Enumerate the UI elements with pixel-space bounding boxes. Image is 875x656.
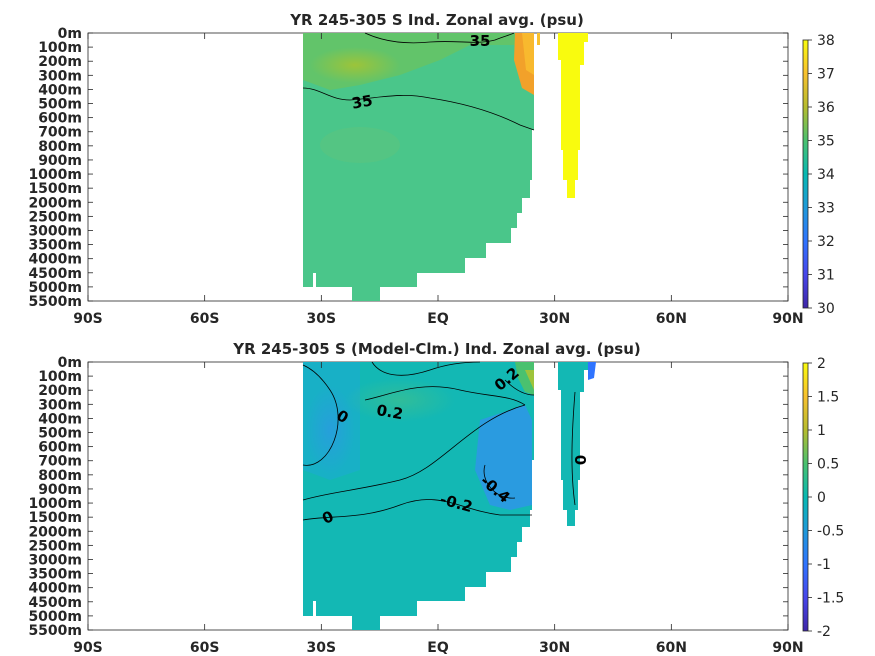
y-tick-label: 500m — [38, 97, 82, 113]
y-tick-label: 1500m — [28, 181, 82, 197]
colorbar-tick-label: -2 — [817, 624, 831, 640]
colorbar-tick-label: 30 — [817, 301, 835, 317]
y-tick-label: 4500m — [28, 266, 82, 282]
y-tick-label: 100m — [38, 40, 82, 56]
y-tick-label: 800m — [38, 139, 82, 155]
x-axis: 90S 60S 30S EQ 30N 60N 90N — [73, 362, 804, 656]
y-tick-label: 900m — [38, 153, 82, 169]
colorbar-tick-label: 38 — [817, 33, 835, 49]
contour-label: 0 — [571, 455, 589, 465]
y-tick-label: 4000m — [28, 581, 82, 597]
colorbar-tick-label: 2 — [817, 356, 826, 372]
x-tick-label: EQ — [427, 311, 449, 327]
colorbar-tick-label: 37 — [817, 67, 835, 83]
x-tick-label: 30S — [307, 311, 337, 327]
y-tick-label: 400m — [38, 411, 82, 427]
y-tick-label: 5000m — [28, 609, 82, 625]
y-tick-label: 1500m — [28, 510, 82, 526]
colorbar-tick-label: -1.5 — [817, 591, 844, 607]
y-tick-label: 600m — [38, 111, 82, 127]
y-tick-label: 2500m — [28, 209, 82, 225]
y-tick-label: 0m — [58, 355, 82, 371]
colorbar-ticks: 30 31 32 33 34 35 36 37 38 — [808, 33, 835, 317]
chart-title: YR 245-305 S Ind. Zonal avg. (psu) — [289, 11, 584, 29]
y-tick-label: 4500m — [28, 595, 82, 611]
salinity-field: 35 35 — [302, 32, 588, 301]
y-tick-label: 2000m — [28, 195, 82, 211]
x-axis: 90S 60S 30S EQ 30N 60N 90N — [73, 33, 804, 327]
colorbar-tick-label: 1.5 — [817, 390, 839, 406]
contour-35-lower — [302, 87, 535, 131]
y-tick-label: 3500m — [28, 567, 82, 583]
contour-label: 35 — [470, 32, 491, 50]
x-tick-label: 90N — [772, 640, 803, 656]
x-tick-label: 30N — [539, 311, 570, 327]
y-tick-label: 300m — [38, 68, 82, 84]
y-tick-label: 3500m — [28, 238, 82, 254]
y-tick-label: 3000m — [28, 223, 82, 239]
y-tick-label: 2000m — [28, 524, 82, 540]
colorbar-tick-label: 33 — [817, 201, 835, 217]
panel-salinity: YR 245-305 S Ind. Zonal avg. (psu) 35 35… — [28, 11, 834, 327]
x-tick-label: 90S — [73, 311, 103, 327]
colorbar-tick-label: 35 — [817, 134, 835, 150]
y-tick-label: 5500m — [28, 623, 82, 639]
x-tick-label: 60S — [190, 640, 220, 656]
y-tick-label: 900m — [38, 482, 82, 498]
y-tick-label: 0m — [58, 26, 82, 42]
x-tick-label: 60N — [656, 311, 687, 327]
y-tick-label: 200m — [38, 54, 82, 70]
y-tick-label: 100m — [38, 369, 82, 385]
x-tick-label: EQ — [427, 640, 449, 656]
x-tick-label: 60N — [656, 640, 687, 656]
colorbar-tick-label: 34 — [817, 167, 835, 183]
y-tick-label: 600m — [38, 440, 82, 456]
chart-title: YR 245-305 S (Model-Clm.) Ind. Zonal avg… — [232, 340, 641, 358]
colorbar — [802, 39, 809, 309]
y-tick-label: 1000m — [28, 496, 82, 512]
x-tick-label: 90S — [73, 640, 103, 656]
colorbar-tick-label: -0.5 — [817, 524, 844, 540]
bias-field: 0.2 0 -0.2 -0.4 0 0.2 0 — [302, 361, 596, 630]
y-tick-label: 2500m — [28, 538, 82, 554]
y-tick-label: 5000m — [28, 280, 82, 296]
y-tick-label: 4000m — [28, 252, 82, 268]
x-tick-label: 30S — [307, 640, 337, 656]
y-tick-label: 700m — [38, 454, 82, 470]
y-axis: 0m100m200m300m400m500m600m700m800m900m10… — [28, 355, 788, 639]
x-tick-label: 60S — [190, 311, 220, 327]
y-tick-label: 800m — [38, 468, 82, 484]
colorbar-tick-label: 31 — [817, 268, 835, 284]
panel-salinity-bias: YR 245-305 S (Model-Clm.) Ind. Zonal avg… — [28, 340, 844, 656]
y-tick-label: 5500m — [28, 294, 82, 310]
y-tick-label: 400m — [38, 82, 82, 98]
colorbar-tick-label: -1 — [817, 557, 831, 573]
x-tick-label: 90N — [772, 311, 803, 327]
x-tick-label: 30N — [539, 640, 570, 656]
colorbar-tick-label: 0 — [817, 490, 826, 506]
contour-label: 35 — [350, 91, 374, 112]
y-axis: 0m100m200m300m400m500m600m700m800m900m10… — [28, 26, 788, 310]
y-tick-label: 1000m — [28, 167, 82, 183]
colorbar-tick-label: 32 — [817, 234, 835, 250]
colorbar-tick-label: 36 — [817, 100, 835, 116]
colorbar-tick-label: 1 — [817, 423, 826, 439]
y-tick-label: 700m — [38, 125, 82, 141]
colorbar — [802, 362, 809, 632]
y-tick-label: 300m — [38, 397, 82, 413]
y-tick-label: 500m — [38, 426, 82, 442]
contour-label: 0.2 — [375, 401, 404, 423]
colorbar-tick-label: 0.5 — [817, 457, 839, 473]
y-tick-label: 200m — [38, 383, 82, 399]
colorbar-ticks: -2 -1.5 -1 -0.5 0 0.5 1 1.5 2 — [808, 356, 844, 640]
y-tick-label: 3000m — [28, 552, 82, 568]
contour-35-upper — [364, 32, 515, 44]
